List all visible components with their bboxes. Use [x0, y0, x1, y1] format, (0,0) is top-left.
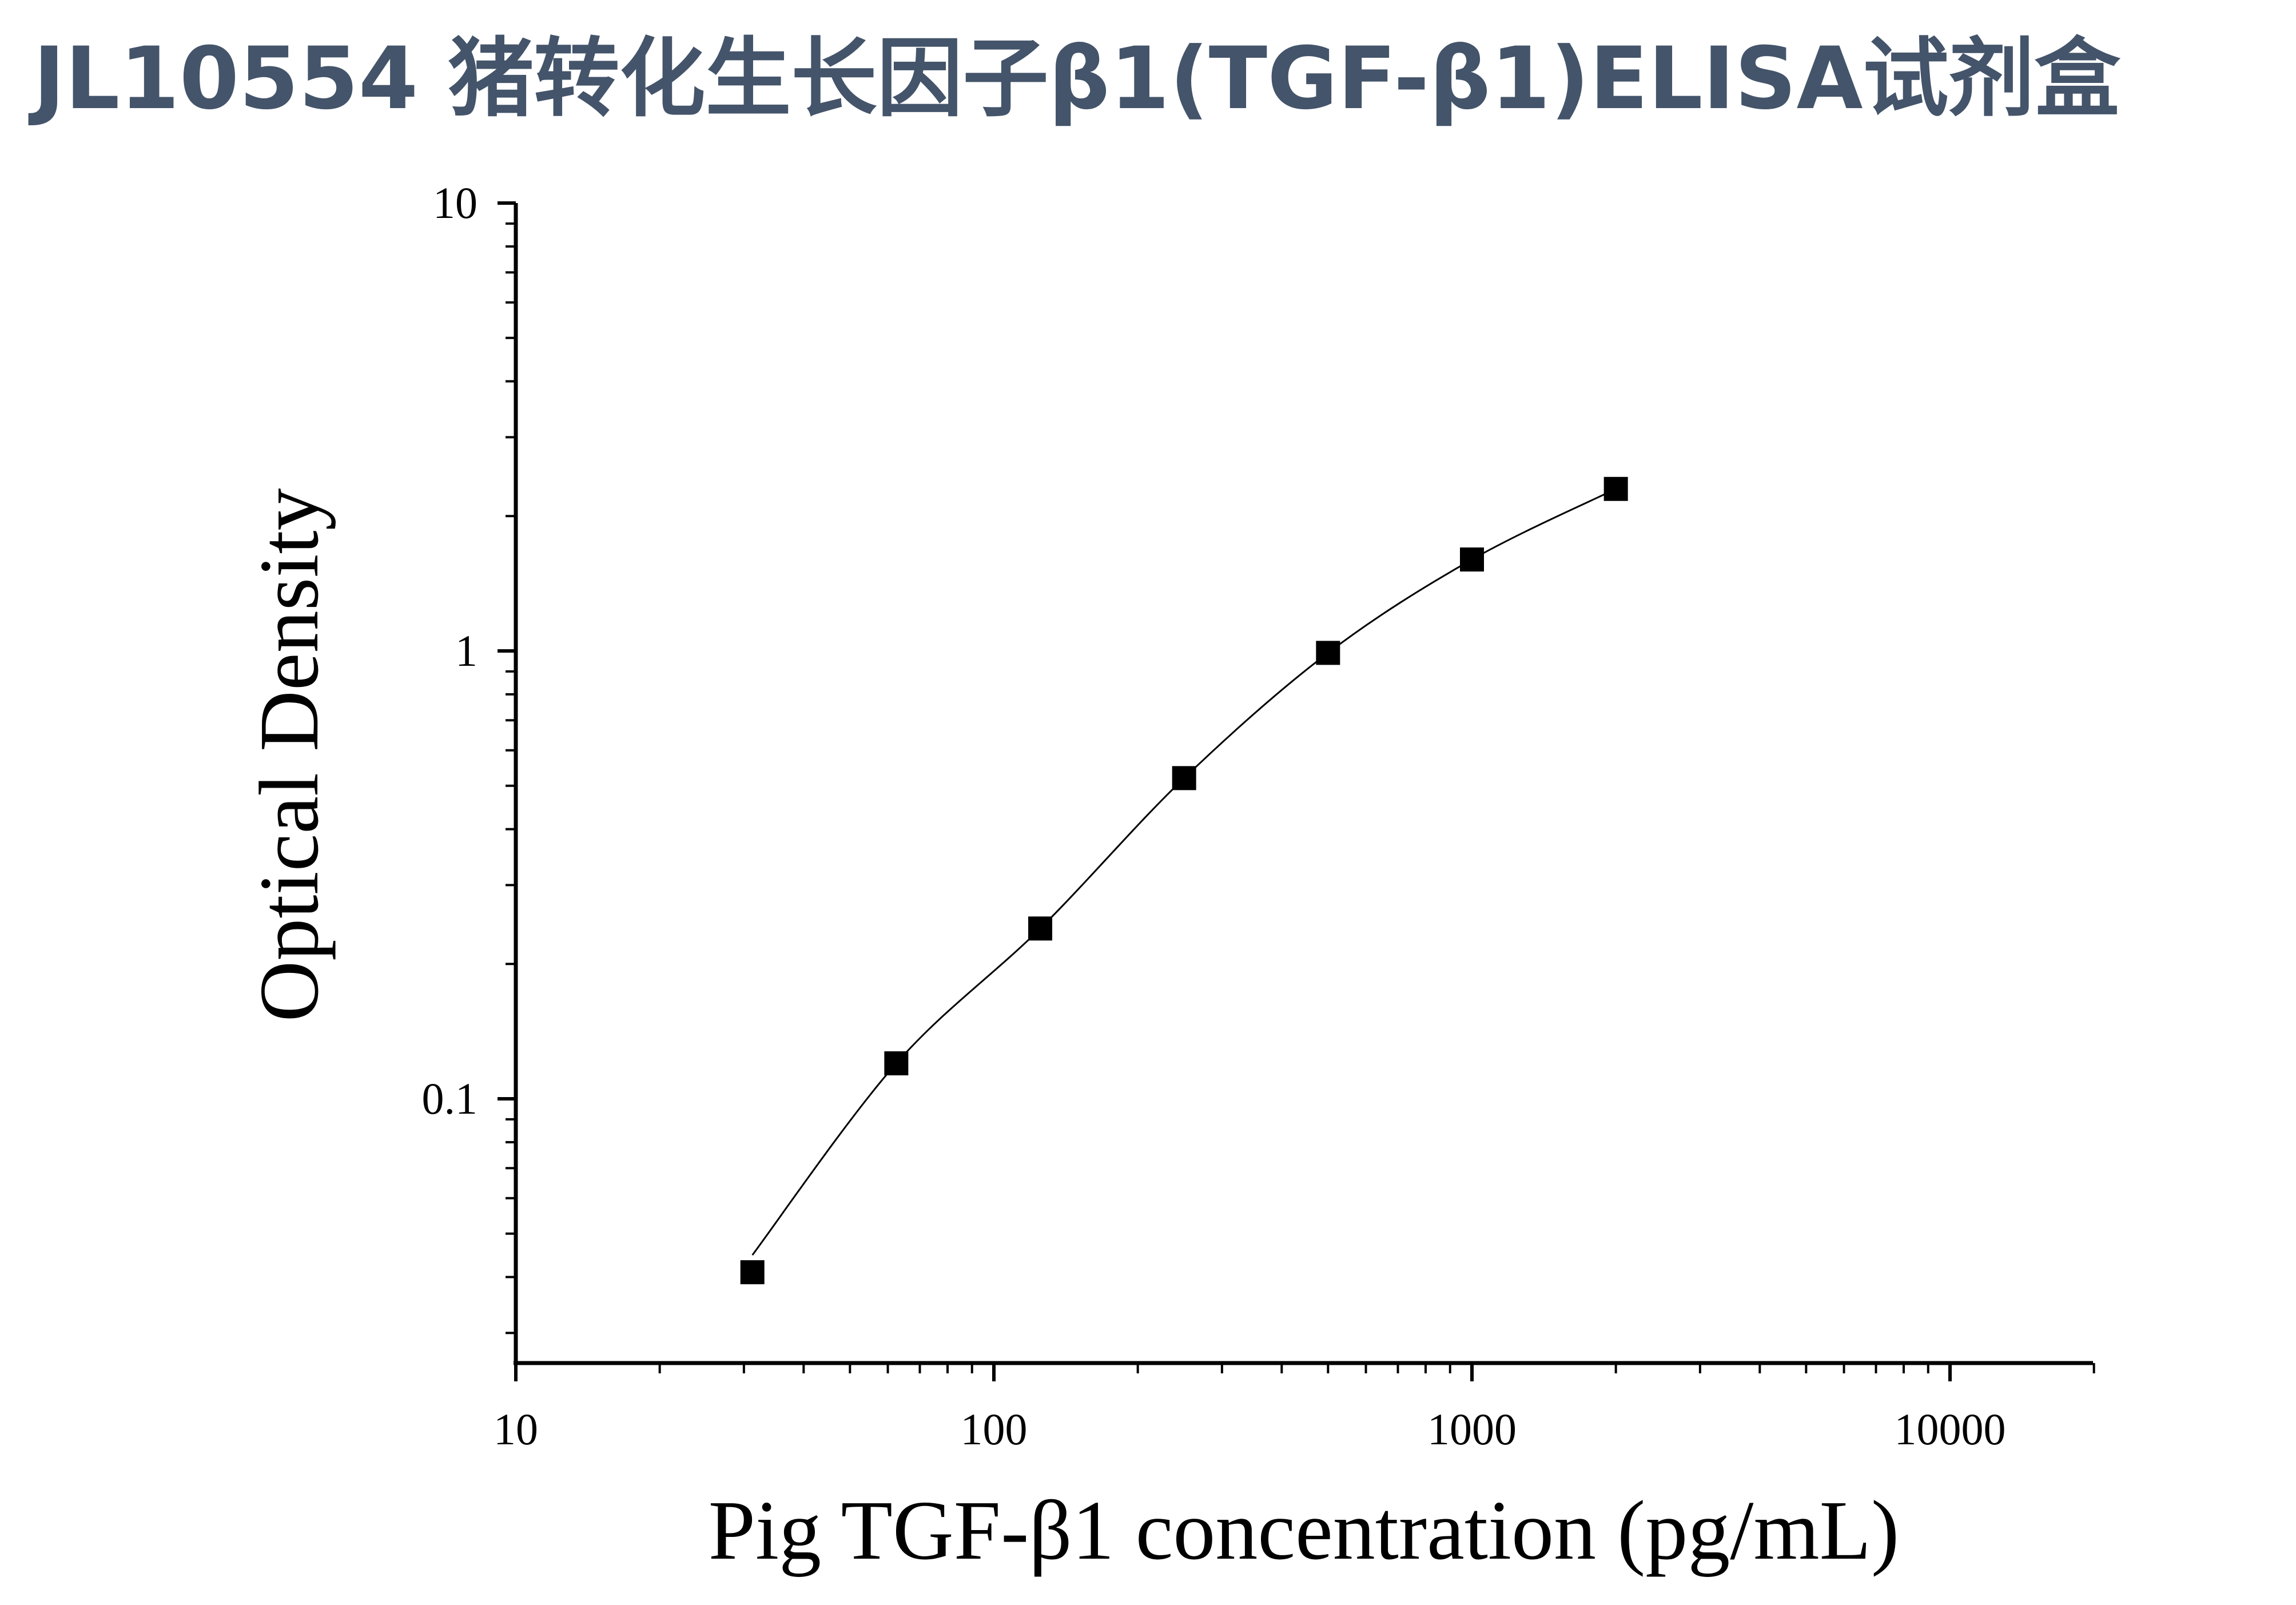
y-tick-label: 10 — [433, 178, 477, 228]
y-axis-title: Optical Density — [242, 488, 336, 1022]
x-tick-label: 100 — [961, 1404, 1028, 1454]
data-point — [1316, 641, 1340, 665]
x-tick-label: 10000 — [1895, 1404, 2006, 1454]
data-point — [740, 1260, 765, 1285]
y-tick-label: 0.1 — [422, 1074, 478, 1123]
x-axis-ticks: 10 100 1000 10000 — [494, 1363, 2095, 1454]
x-tick-label: 1000 — [1427, 1404, 1517, 1454]
x-axis: 10 100 1000 10000 — [494, 1361, 2095, 1454]
data-point — [1460, 547, 1484, 572]
y-axis: 0.1 1 10 — [422, 178, 518, 1363]
y-tick-label: 1 — [455, 626, 477, 676]
data-points — [740, 476, 1628, 1285]
data-point — [1172, 766, 1196, 790]
x-axis-title: Pig TGF-β1 concentration (pg/mL) — [709, 1484, 1900, 1578]
fit-curve — [751, 488, 1617, 1256]
data-point — [1028, 916, 1053, 941]
x-tick-label: 10 — [494, 1404, 538, 1454]
data-point — [884, 1051, 909, 1076]
y-axis-ticks: 0.1 1 10 — [422, 178, 516, 1334]
data-point — [1603, 476, 1628, 501]
page-title: JL10554 猪转化生长因子β1(TGF-β1)ELISA试剂盒 — [33, 29, 2120, 129]
